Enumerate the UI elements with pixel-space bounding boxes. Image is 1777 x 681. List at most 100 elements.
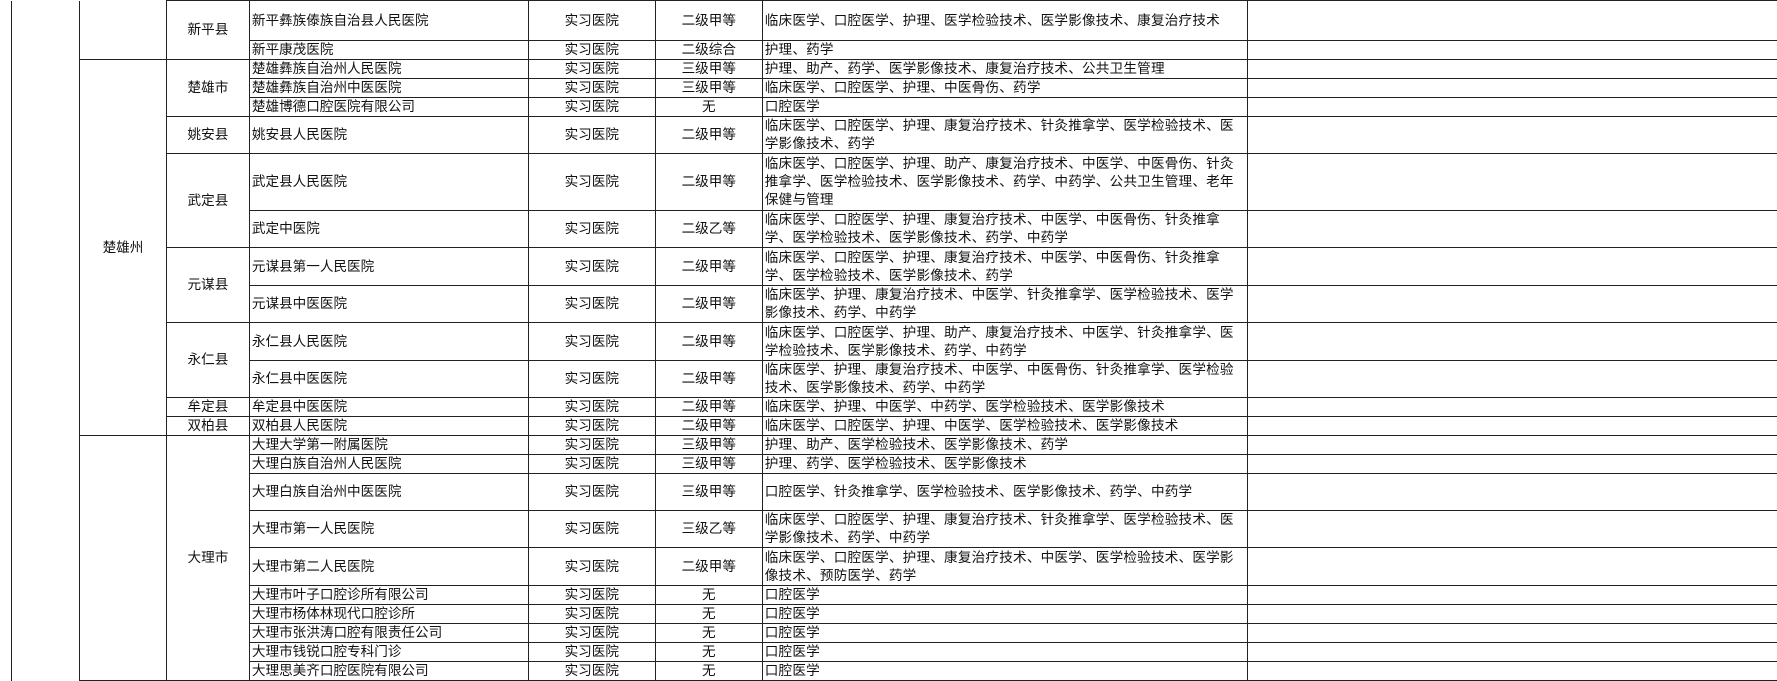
- hospital-name-cell: 新平彝族傣族自治县人民医院: [249, 1, 528, 41]
- county-cell: 大理市: [166, 436, 249, 681]
- hospital-name-cell: 大理白族自治州中医医院: [249, 474, 528, 511]
- hospital-type-cell: 实习医院: [528, 154, 655, 211]
- remark-cell: [1247, 1, 1777, 41]
- remark-cell: [1247, 323, 1777, 361]
- hospital-type-cell: 实习医院: [528, 398, 655, 417]
- hospital-type-cell: 实习医院: [528, 548, 655, 586]
- table-row: 楚雄州楚雄市楚雄彝族自治州人民医院实习医院三级甲等护理、助产、药学、医学影像技术…: [12, 60, 1777, 79]
- hospital-name-cell: 大理白族自治州人民医院: [249, 455, 528, 474]
- hospital-grade-cell: 二级甲等: [655, 323, 762, 361]
- remark-cell: [1247, 548, 1777, 586]
- majors-cell: 口腔医学: [762, 662, 1247, 681]
- table-row: 姚安县姚安县人民医院实习医院二级甲等临床医学、口腔医学、护理、康复治疗技术、针灸…: [12, 117, 1777, 154]
- region-cell: [79, 436, 166, 681]
- hospital-type-cell: 实习医院: [528, 60, 655, 79]
- hospital-grade-cell: 三级甲等: [655, 79, 762, 98]
- table-row: 新平康茂医院实习医院二级综合护理、药学: [12, 41, 1777, 60]
- remark-cell: [1247, 361, 1777, 398]
- majors-cell: 口腔医学、针灸推拿学、医学检验技术、医学影像技术、药学、中药学: [762, 474, 1247, 511]
- remark-cell: [1247, 455, 1777, 474]
- remark-cell: [1247, 60, 1777, 79]
- majors-cell: 护理、药学、医学检验技术、医学影像技术: [762, 455, 1247, 474]
- hospital-name-cell: 楚雄彝族自治州中医医院: [249, 79, 528, 98]
- hospital-type-cell: 实习医院: [528, 417, 655, 436]
- majors-cell: 口腔医学: [762, 98, 1247, 117]
- majors-cell: 临床医学、口腔医学、护理、康复治疗技术、中医学、中医骨伤、针灸推拿学、医学检验技…: [762, 211, 1247, 248]
- majors-cell: 护理、助产、医学检验技术、医学影像技术、药学: [762, 436, 1247, 455]
- majors-cell: 临床医学、护理、康复治疗技术、中医学、中医骨伤、针灸推拿学、医学检验技术、医学影…: [762, 361, 1247, 398]
- table-row: 武定县武定县人民医院实习医院二级甲等临床医学、口腔医学、护理、助产、康复治疗技术…: [12, 154, 1777, 211]
- remark-cell: [1247, 511, 1777, 548]
- hospital-grade-cell: 无: [655, 643, 762, 662]
- hospital-type-cell: 实习医院: [528, 211, 655, 248]
- hospital-type-cell: 实习医院: [528, 436, 655, 455]
- majors-cell: 口腔医学: [762, 624, 1247, 643]
- hospital-name-cell: 武定县人民医院: [249, 154, 528, 211]
- remark-cell: [1247, 248, 1777, 286]
- hospital-name-cell: 大理市钱锐口腔专科门诊: [249, 643, 528, 662]
- remark-cell: [1247, 211, 1777, 248]
- remark-cell: [1247, 79, 1777, 98]
- hospital-grade-cell: 三级甲等: [655, 436, 762, 455]
- table-row: 大理白族自治州中医医院实习医院三级甲等口腔医学、针灸推拿学、医学检验技术、医学影…: [12, 474, 1777, 511]
- hospital-grade-cell: 二级甲等: [655, 548, 762, 586]
- hospital-grade-cell: 二级甲等: [655, 1, 762, 41]
- remark-cell: [1247, 154, 1777, 211]
- hospital-name-cell: 大理思美齐口腔医院有限公司: [249, 662, 528, 681]
- hospital-type-cell: 实习医院: [528, 605, 655, 624]
- hospital-grade-cell: 二级甲等: [655, 154, 762, 211]
- table-row: 大理思美齐口腔医院有限公司实习医院无口腔医学: [12, 662, 1777, 681]
- hospital-grade-cell: 三级甲等: [655, 455, 762, 474]
- table-row: 武定中医院实习医院二级乙等临床医学、口腔医学、护理、康复治疗技术、中医学、中医骨…: [12, 211, 1777, 248]
- remark-cell: [1247, 586, 1777, 605]
- remark-cell: [1247, 643, 1777, 662]
- hospital-name-cell: 永仁县人民医院: [249, 323, 528, 361]
- hospital-table: 新平县新平彝族傣族自治县人民医院实习医院二级甲等临床医学、口腔医学、护理、医学检…: [11, 0, 1777, 681]
- hospital-type-cell: 实习医院: [528, 41, 655, 60]
- majors-cell: 临床医学、口腔医学、护理、助产、康复治疗技术、中医学、中医骨伤、针灸推拿学、医学…: [762, 154, 1247, 211]
- hospital-type-cell: 实习医院: [528, 455, 655, 474]
- hospital-type-cell: 实习医院: [528, 662, 655, 681]
- hospital-grade-cell: 二级甲等: [655, 248, 762, 286]
- remark-cell: [1247, 98, 1777, 117]
- hospital-name-cell: 元谋县中医医院: [249, 286, 528, 323]
- hospital-name-cell: 大理市第二人民医院: [249, 548, 528, 586]
- table-row: 永仁县中医医院实习医院二级甲等临床医学、护理、康复治疗技术、中医学、中医骨伤、针…: [12, 361, 1777, 398]
- majors-cell: 临床医学、口腔医学、护理、康复治疗技术、针灸推拿学、医学检验技术、医学影像技术、…: [762, 511, 1247, 548]
- table-row: 楚雄彝族自治州中医医院实习医院三级甲等临床医学、口腔医学、护理、中医骨伤、药学: [12, 79, 1777, 98]
- hospital-grade-cell: 无: [655, 98, 762, 117]
- remark-cell: [1247, 41, 1777, 60]
- majors-cell: 护理、药学: [762, 41, 1247, 60]
- remark-cell: [1247, 605, 1777, 624]
- remark-cell: [1247, 474, 1777, 511]
- county-cell: 楚雄市: [166, 60, 249, 117]
- table-row: 永仁县永仁县人民医院实习医院二级甲等临床医学、口腔医学、护理、助产、康复治疗技术…: [12, 323, 1777, 361]
- hospital-type-cell: 实习医院: [528, 117, 655, 154]
- majors-cell: 护理、助产、药学、医学影像技术、康复治疗技术、公共卫生管理: [762, 60, 1247, 79]
- hospital-type-cell: 实习医院: [528, 248, 655, 286]
- majors-cell: 口腔医学: [762, 643, 1247, 662]
- majors-cell: 口腔医学: [762, 586, 1247, 605]
- table-row: 大理市杨体林现代口腔诊所实习医院无口腔医学: [12, 605, 1777, 624]
- majors-cell: 临床医学、护理、中医学、中药学、医学检验技术、医学影像技术: [762, 398, 1247, 417]
- remark-cell: [1247, 662, 1777, 681]
- hospital-name-cell: 双柏县人民医院: [249, 417, 528, 436]
- remark-cell: [1247, 624, 1777, 643]
- hospital-name-cell: 大理大学第一附属医院: [249, 436, 528, 455]
- region-cell: [79, 1, 166, 60]
- hospital-name-cell: 新平康茂医院: [249, 41, 528, 60]
- majors-cell: 临床医学、口腔医学、护理、康复治疗技术、中医学、医学检验技术、医学影像技术、预防…: [762, 548, 1247, 586]
- table-row: 大理市第二人民医院实习医院二级甲等临床医学、口腔医学、护理、康复治疗技术、中医学…: [12, 548, 1777, 586]
- hospital-name-cell: 姚安县人民医院: [249, 117, 528, 154]
- table-row: 元谋县中医医院实习医院二级甲等临床医学、护理、康复治疗技术、中医学、针灸推拿学、…: [12, 286, 1777, 323]
- majors-cell: 临床医学、口腔医学、护理、康复治疗技术、中医学、中医骨伤、针灸推拿学、医学检验技…: [762, 248, 1247, 286]
- hospital-type-cell: 实习医院: [528, 1, 655, 41]
- remark-cell: [1247, 117, 1777, 154]
- hospital-type-cell: 实习医院: [528, 286, 655, 323]
- majors-cell: 临床医学、护理、康复治疗技术、中医学、针灸推拿学、医学检验技术、医学影像技术、药…: [762, 286, 1247, 323]
- majors-cell: 临床医学、口腔医学、护理、医学检验技术、医学影像技术、康复治疗技术: [762, 1, 1247, 41]
- table-row: 双柏县双柏县人民医院实习医院二级甲等临床医学、口腔医学、护理、中医学、医学检验技…: [12, 417, 1777, 436]
- hospital-name-cell: 牟定县中医医院: [249, 398, 528, 417]
- hospital-type-cell: 实习医院: [528, 474, 655, 511]
- hospital-type-cell: 实习医院: [528, 79, 655, 98]
